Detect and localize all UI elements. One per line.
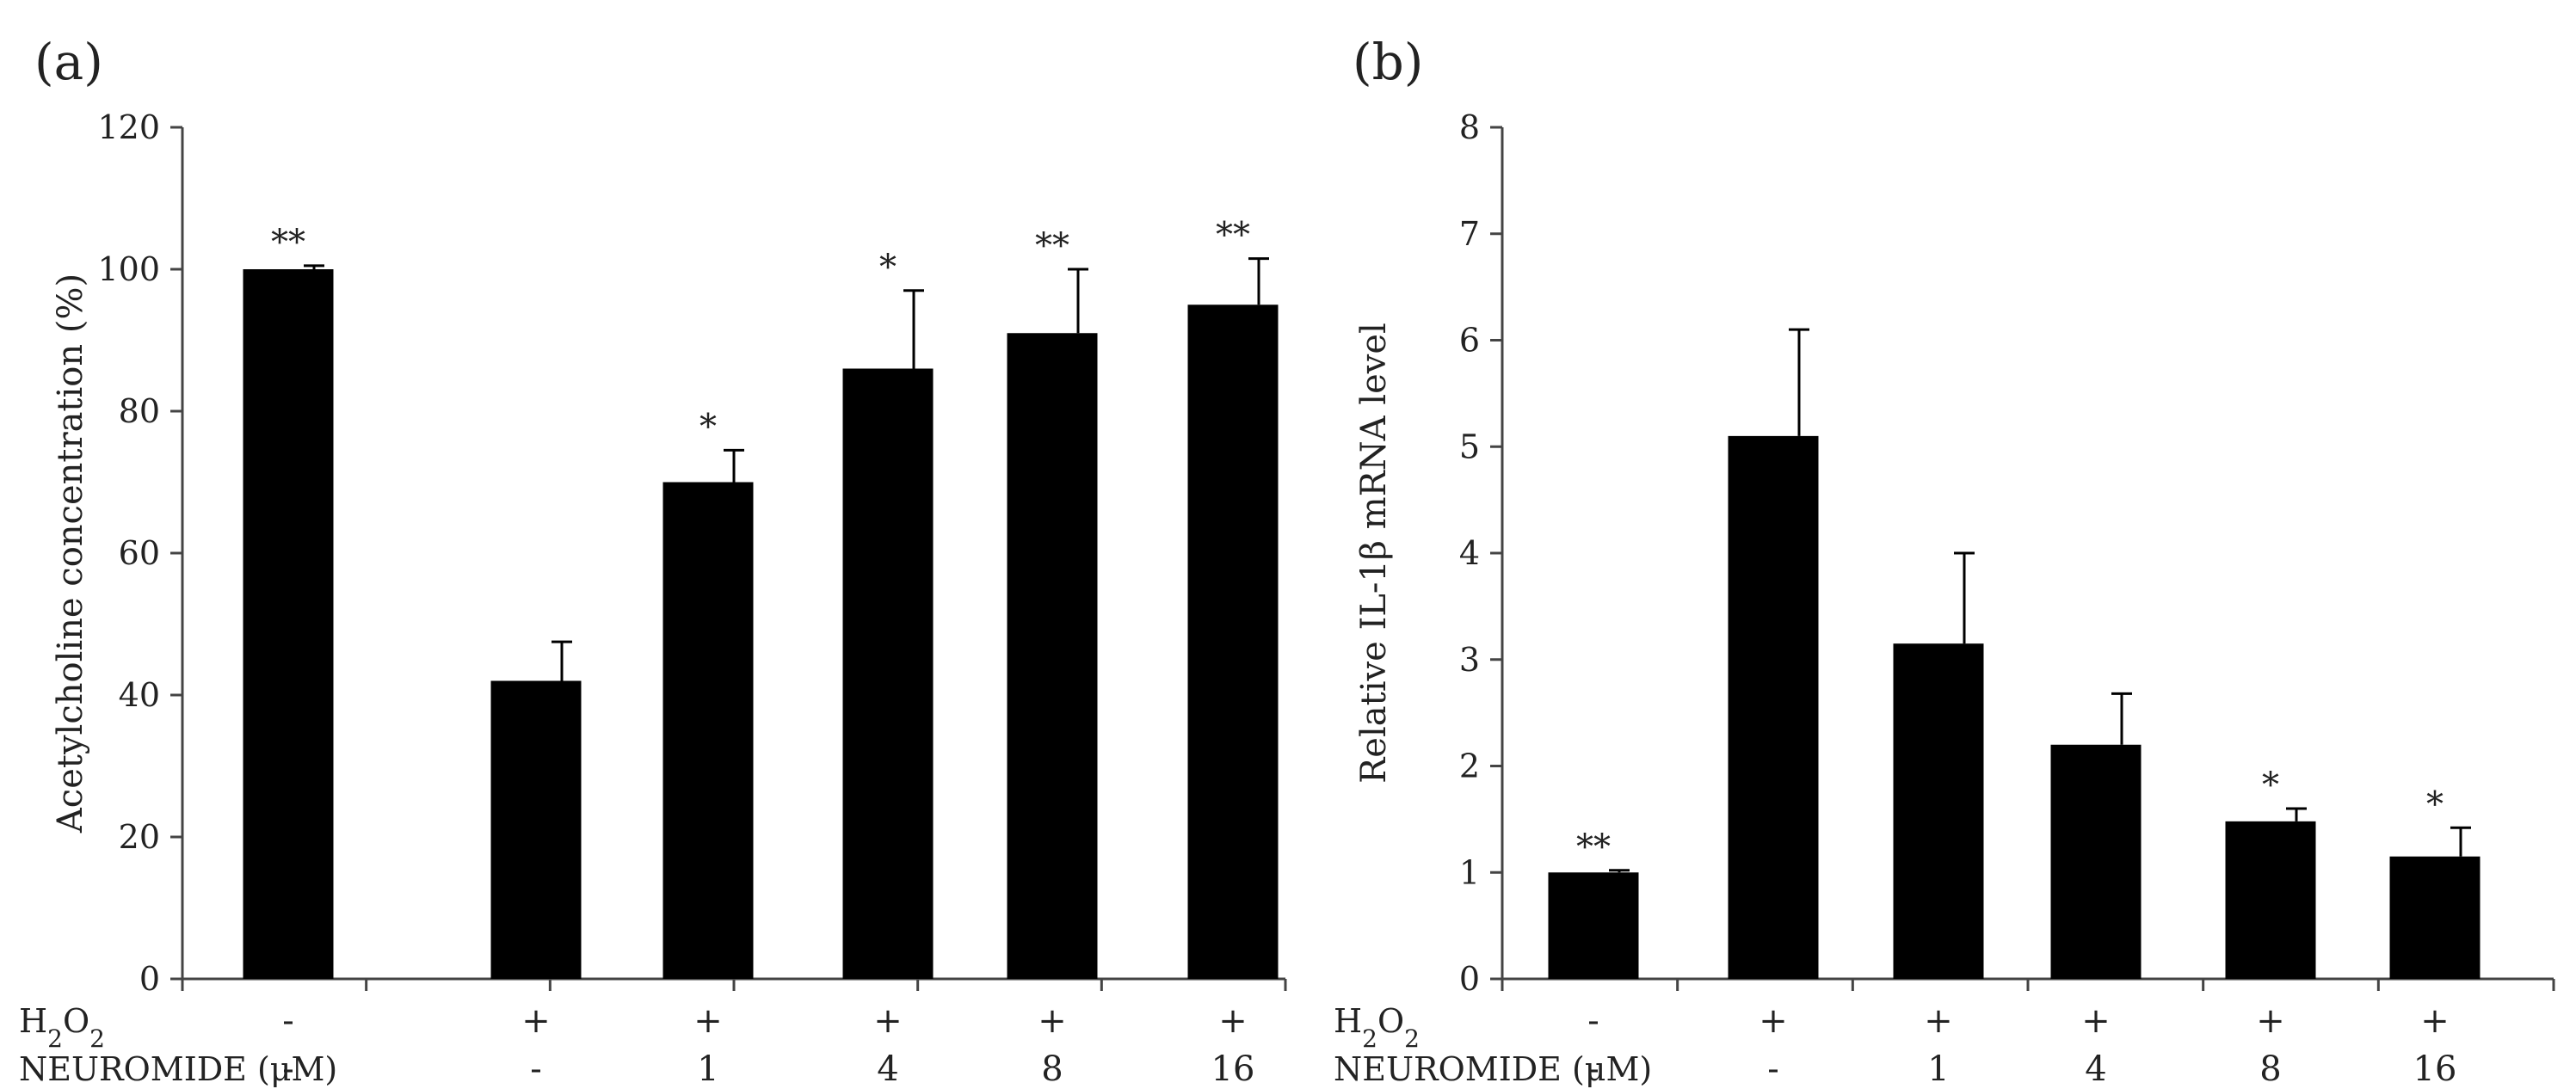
bar-4 (2050, 744, 2142, 979)
panel-label: (a) (34, 33, 103, 91)
y-tick-label: 60 (119, 534, 160, 572)
y-tick-label: 5 (1459, 428, 1480, 465)
h2o2-condition: + (2420, 1001, 2450, 1041)
neuromide-dose: 8 (1041, 1049, 1063, 1089)
neuromide-dose: - (282, 1049, 294, 1089)
bar-6 (1187, 305, 1279, 979)
panel-label: (b) (1353, 33, 1423, 91)
y-axis-title: Acetylcholine concentration (%) (51, 274, 90, 834)
bar-1 (243, 269, 334, 979)
bar-6 (2389, 856, 2480, 979)
significance-marker: ** (271, 223, 305, 262)
significance-marker: * (879, 248, 897, 287)
neuromide-dose: - (1767, 1049, 1779, 1089)
h2o2-condition: + (1218, 1001, 1248, 1041)
row-label-neuromide: NEUROMIDE (μM) (1334, 1050, 1652, 1088)
significance-marker: * (2262, 766, 2279, 805)
y-tick-label: 8 (1459, 108, 1480, 146)
h2o2-condition: + (1759, 1001, 1788, 1041)
h2o2-condition: + (1038, 1001, 1067, 1041)
y-tick-label: 20 (119, 818, 160, 856)
h2o2-condition: - (282, 1001, 294, 1041)
y-tick-label: 3 (1459, 641, 1480, 679)
bar-1 (1548, 872, 1639, 979)
row-label-h2o2: H2O2 (19, 1002, 105, 1053)
bar-2 (1728, 435, 1819, 979)
y-tick-label: 4 (1459, 534, 1480, 572)
y-tick-label: 100 (97, 250, 160, 288)
y-tick-label: 120 (97, 108, 160, 146)
bar-3 (1893, 643, 1984, 979)
y-tick-label: 0 (139, 960, 160, 998)
chart-panel-a: (a) 0 20 40 60 80 100 120 Acetylcholine concentr… (34, 33, 1287, 1089)
h2o2-condition: + (1924, 1001, 1953, 1041)
row-label-neuromide: NEUROMIDE (μM) (19, 1050, 337, 1088)
significance-marker: ** (1035, 226, 1069, 266)
significance-marker: ** (1576, 828, 1611, 867)
neuromide-dose: 16 (1211, 1049, 1255, 1089)
neuromide-dose: 1 (1927, 1049, 1949, 1089)
bar-3 (662, 482, 754, 979)
neuromide-dose: 16 (2413, 1049, 2457, 1089)
bar-2 (490, 680, 582, 979)
h2o2-condition: - (1587, 1001, 1599, 1041)
h2o2-condition: + (2081, 1001, 2111, 1041)
y-tick-label: 2 (1459, 748, 1480, 785)
bar-4 (842, 368, 934, 979)
significance-marker: * (2426, 784, 2444, 824)
row-label-h2o2: H2O2 (1334, 1002, 1420, 1053)
h2o2-condition: + (873, 1001, 903, 1041)
y-tick-label: 80 (119, 392, 160, 430)
neuromide-dose: 4 (2085, 1049, 2106, 1089)
significance-marker: ** (1216, 216, 1250, 255)
neuromide-dose: 1 (697, 1049, 718, 1089)
bar-5 (1007, 333, 1098, 979)
y-tick-label: 0 (1459, 960, 1480, 998)
bar-5 (2225, 821, 2316, 979)
y-tick-label: 40 (119, 676, 160, 714)
y-tick-label: 6 (1459, 322, 1480, 360)
y-tick-label: 7 (1459, 215, 1480, 253)
neuromide-dose: - (530, 1049, 542, 1089)
h2o2-condition: + (521, 1001, 551, 1041)
significance-marker: * (699, 407, 717, 446)
neuromide-dose: - (1587, 1049, 1599, 1089)
y-axis-title: Relative IL-1β mRNA level (1354, 323, 1394, 784)
neuromide-dose: 8 (2259, 1049, 2281, 1089)
y-tick-label: 1 (1459, 853, 1480, 891)
neuromide-dose: 4 (877, 1049, 898, 1089)
h2o2-condition: + (2256, 1001, 2285, 1041)
h2o2-condition: + (693, 1001, 723, 1041)
